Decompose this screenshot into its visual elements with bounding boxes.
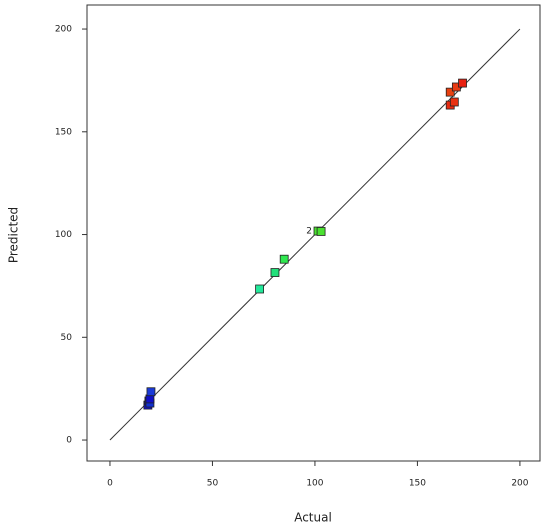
y-axis-title: Predicted: [7, 207, 21, 263]
point: [146, 387, 156, 397]
y-tick-label: 200: [55, 25, 72, 35]
annotation: 2: [306, 227, 312, 237]
point: [270, 268, 280, 277]
x-tick-label: 150: [409, 479, 426, 489]
x-tick-label: 100: [306, 479, 323, 489]
x-tick-label: 200: [511, 479, 528, 489]
point: [449, 97, 459, 107]
point: [458, 78, 467, 88]
plot-frame: [86, 4, 541, 462]
x-tick-label: 50: [207, 479, 219, 489]
point: [255, 284, 264, 294]
y-tick-label: 50: [61, 333, 73, 343]
y-tick-label: 150: [55, 127, 72, 137]
point: [316, 227, 326, 236]
y-tick-label: 100: [55, 230, 72, 240]
x-tick-label: 0: [107, 479, 113, 489]
x-axis-title: Actual: [294, 511, 332, 525]
point: [445, 87, 455, 97]
point: [279, 254, 289, 264]
y-tick-label: 0: [66, 436, 72, 446]
